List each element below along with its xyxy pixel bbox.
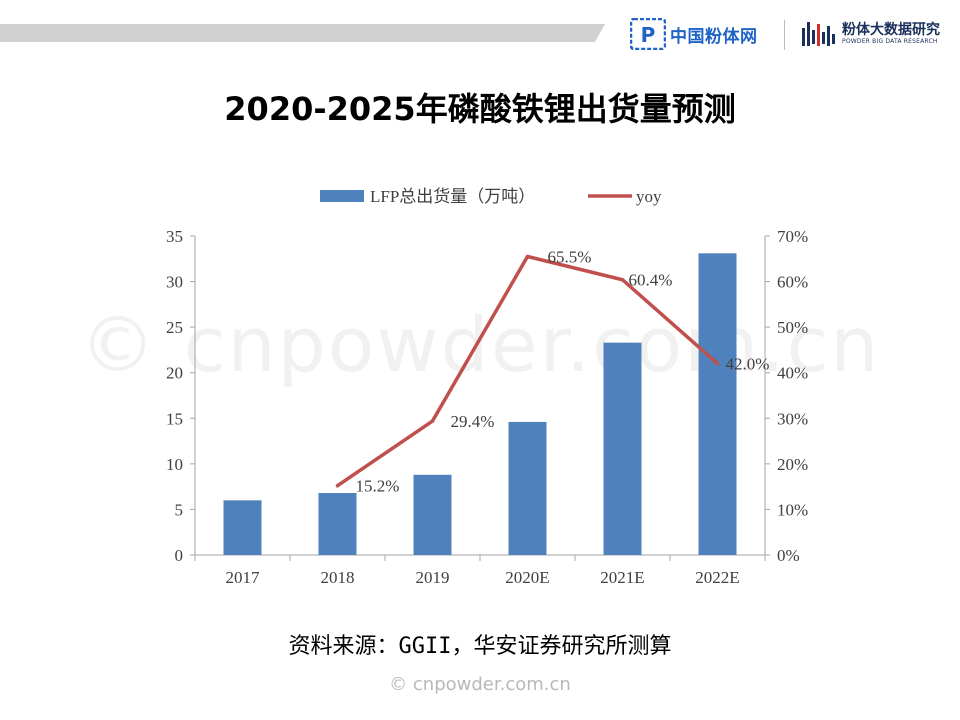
bar-graph-icon [802, 22, 835, 46]
bar-2022E [698, 253, 737, 555]
legend-bar-label: LFP总出货量（万吨） [370, 187, 535, 206]
copyright-notice: © cnpowder.com.cn [389, 674, 571, 695]
yoy-point-2022E [715, 361, 720, 366]
yoy-point-2020E [525, 254, 530, 259]
yoy-point-2018 [335, 483, 340, 488]
y-right-tick-label: 70% [777, 227, 808, 246]
x-tick-label: 2018 [321, 568, 355, 587]
bar-2021E [603, 342, 642, 555]
y-left-tick-label: 20 [166, 364, 183, 383]
y-right-tick-label: 0% [777, 546, 800, 565]
y-right-tick-label: 10% [777, 500, 808, 519]
y-right-tick-label: 20% [777, 455, 808, 474]
yoy-data-label: 29.4% [451, 412, 495, 431]
x-tick-label: 2017 [226, 568, 261, 587]
y-right-tick-label: 60% [777, 273, 808, 292]
cnpowder-logo: P 中国粉体网 [630, 16, 758, 52]
yoy-point-2021E [620, 277, 625, 282]
bar-2017 [223, 500, 262, 555]
page-title: 2020-2025年磷酸铁锂出货量预测 [224, 90, 736, 128]
y-left-tick-label: 35 [166, 227, 183, 246]
yoy-data-label: 42.0% [726, 355, 770, 374]
powder-bigdata-logo-subtext: POWDER BIG DATA RESEARCH [842, 38, 938, 45]
legend-line-label: yoy [636, 187, 662, 206]
x-tick-label: 2022E [695, 568, 739, 587]
source-note: 资料来源：GGII，华安证券研究所测算 [288, 634, 672, 659]
yoy-data-label: 65.5% [548, 248, 592, 267]
yoy-point-2019 [430, 419, 435, 423]
yoy-data-label: 60.4% [629, 271, 673, 290]
y-right-tick-label: 50% [777, 318, 808, 337]
bar-2019 [413, 474, 452, 555]
svg-text:P: P [641, 23, 656, 47]
legend-bar-swatch [320, 190, 364, 202]
powder-bigdata-logo: 粉体大数据研究 POWDER BIG DATA RESEARCH [800, 16, 940, 52]
y-left-tick-label: 0 [175, 546, 184, 565]
logo-divider [784, 20, 785, 50]
cnpowder-logo-icon: P [630, 18, 666, 50]
y-left-tick-label: 10 [166, 455, 183, 474]
powder-bigdata-logo-text: 粉体大数据研究 [842, 22, 940, 38]
x-tick-label: 2020E [505, 568, 549, 587]
x-tick-label: 2019 [416, 568, 450, 587]
y-left-tick-label: 15 [166, 409, 183, 428]
cnpowder-logo-text: 中国粉体网 [670, 26, 758, 47]
x-tick-label: 2021E [600, 568, 644, 587]
yoy-data-label: 15.2% [356, 477, 400, 496]
y-right-tick-label: 30% [777, 409, 808, 428]
y-left-tick-label: 25 [166, 318, 183, 337]
y-left-tick-label: 5 [175, 500, 184, 519]
watermark: © cnpowder.com.cn [79, 300, 881, 389]
bar-2018 [318, 493, 357, 555]
y-left-tick-label: 30 [166, 273, 183, 292]
top-stripe [0, 24, 612, 42]
bar-2020E [508, 421, 547, 555]
y-right-tick-label: 40% [777, 364, 808, 383]
